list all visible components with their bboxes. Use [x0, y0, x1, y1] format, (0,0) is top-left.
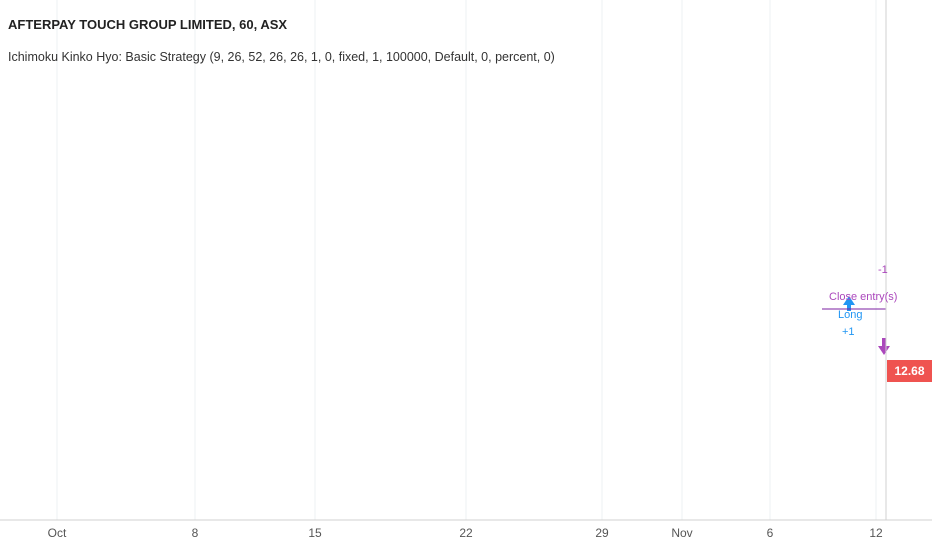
long-entry-arrow	[843, 296, 855, 305]
grid	[56, 0, 877, 520]
close-entry-arrow-stem	[882, 338, 886, 346]
time-axis[interactable]: Oct 8 15 22 29 Nov 6 12	[48, 526, 883, 540]
time-tick-label: 6	[767, 526, 774, 540]
exit-qty-label: -1	[878, 264, 888, 276]
long-entry-arrow-stem	[847, 305, 851, 311]
time-tick-label: 22	[459, 526, 473, 540]
strategy-legend[interactable]: Ichimoku Kinko Hyo: Basic Strategy (9, 2…	[8, 50, 555, 64]
entry-qty-label: +1	[842, 326, 855, 338]
time-tick-label: Oct	[48, 526, 67, 540]
close-entry-arrow	[878, 346, 890, 355]
time-tick-label: Nov	[671, 526, 692, 540]
time-tick-label: 15	[308, 526, 322, 540]
time-tick-label: 29	[595, 526, 609, 540]
exit-signal-label: Close entry(s)	[829, 291, 897, 303]
trade-markers	[822, 296, 890, 355]
symbol-title: AFTERPAY TOUCH GROUP LIMITED, 60, ASX	[8, 17, 288, 32]
last-price-label: 12.68	[887, 360, 932, 382]
time-tick-label: 12	[869, 526, 883, 540]
time-tick-label: 8	[192, 526, 199, 540]
entry-signal-label: Long	[838, 309, 862, 321]
